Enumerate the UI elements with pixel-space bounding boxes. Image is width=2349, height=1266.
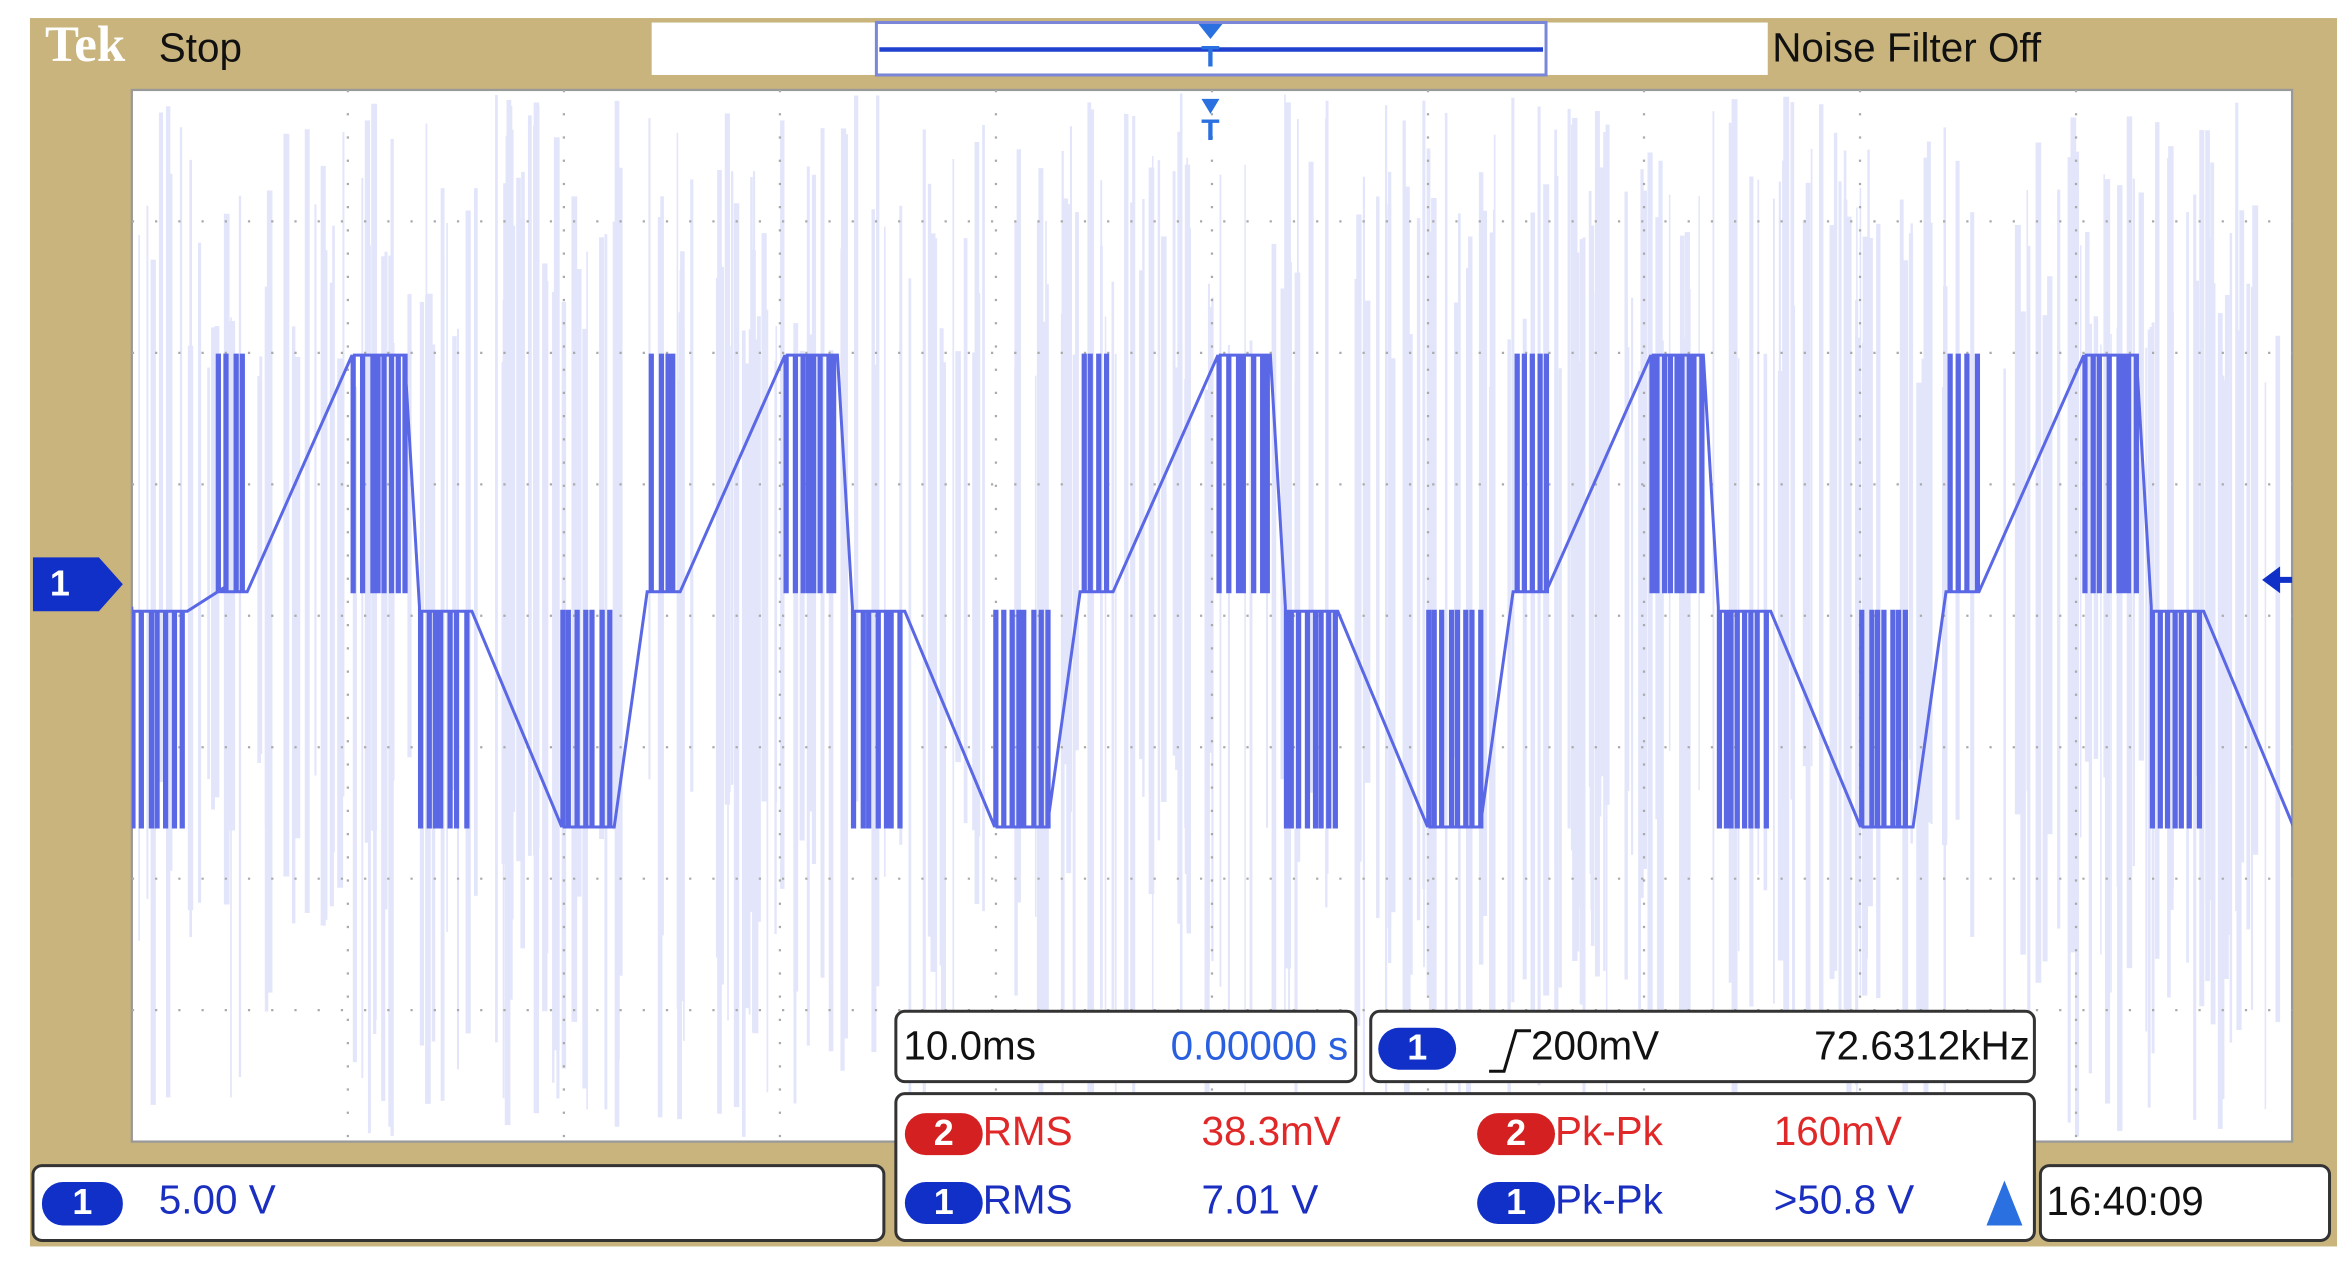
- meas-channel-pill: [1477, 1182, 1556, 1224]
- meas-type: Pk-Pk: [1555, 1108, 1664, 1154]
- warning-icon: [1986, 1180, 2023, 1226]
- meas-value: 7.01 V: [1201, 1177, 1318, 1223]
- trigger-icon: T: [1201, 114, 1219, 147]
- channel-number: 1: [72, 1181, 92, 1222]
- trigger-box: [1369, 1009, 2036, 1084]
- meas-channel-pill: [904, 1113, 983, 1156]
- meas-value: 38.3mV: [1201, 1108, 1340, 1154]
- clock-box: [2038, 1164, 2332, 1242]
- trigger-channel-pill: [1378, 1027, 1457, 1070]
- time-scale: 10.0ms: [903, 1022, 1036, 1068]
- timebase-box: [894, 1009, 1358, 1084]
- measurement-box: [894, 1092, 2036, 1242]
- trigger-channel: 1: [1407, 1027, 1427, 1068]
- trigger-level-marker: [2262, 566, 2293, 594]
- meas-type: RMS: [983, 1108, 1073, 1154]
- trigger-marker: [1201, 98, 1220, 114]
- channel-marker-label: 1: [50, 562, 70, 603]
- trigger-icon: T: [1201, 40, 1219, 73]
- trigger-level: 200mV: [1531, 1022, 1659, 1068]
- rising-edge-icon: [1489, 1029, 1532, 1073]
- meas-type: RMS: [983, 1177, 1073, 1223]
- meas-channel-pill: [904, 1182, 983, 1224]
- noise-filter: Noise Filter Off: [1772, 25, 2042, 71]
- meas-channel: 1: [1506, 1181, 1526, 1222]
- meas-value: >50.8 V: [1774, 1177, 1915, 1223]
- measurements: 2 RMS 38.3mV 2 Pk-Pk 160mV 1 RMS 7.01 V 1 Pk-Pk >50…: [904, 1108, 1915, 1224]
- time-position: 0.00000 s: [1171, 1022, 1349, 1068]
- brand: Tek: [45, 17, 126, 73]
- channel-scale-box: [31, 1164, 886, 1242]
- waveform: [131, 353, 2293, 829]
- meas-type: Pk-Pk: [1555, 1177, 1664, 1223]
- meas-channel: 1: [934, 1181, 954, 1222]
- channel-pill: [41, 1182, 123, 1226]
- meas-channel-pill: [1477, 1113, 1556, 1156]
- meas-channel: 2: [934, 1112, 954, 1153]
- meas-channel: 2: [1506, 1112, 1526, 1153]
- persistence-traces: [138, 93, 2281, 1139]
- meas-value: 160mV: [1774, 1108, 1902, 1154]
- run-status: Stop: [159, 25, 242, 71]
- clock: 16:40:09: [2046, 1178, 2203, 1224]
- trigger-frequency: 72.6312kHz: [1814, 1022, 2030, 1068]
- trigger-pos-marker: [1198, 24, 1223, 40]
- channel-marker: [32, 557, 123, 612]
- volts-per-div: 5.00 V: [159, 1177, 276, 1223]
